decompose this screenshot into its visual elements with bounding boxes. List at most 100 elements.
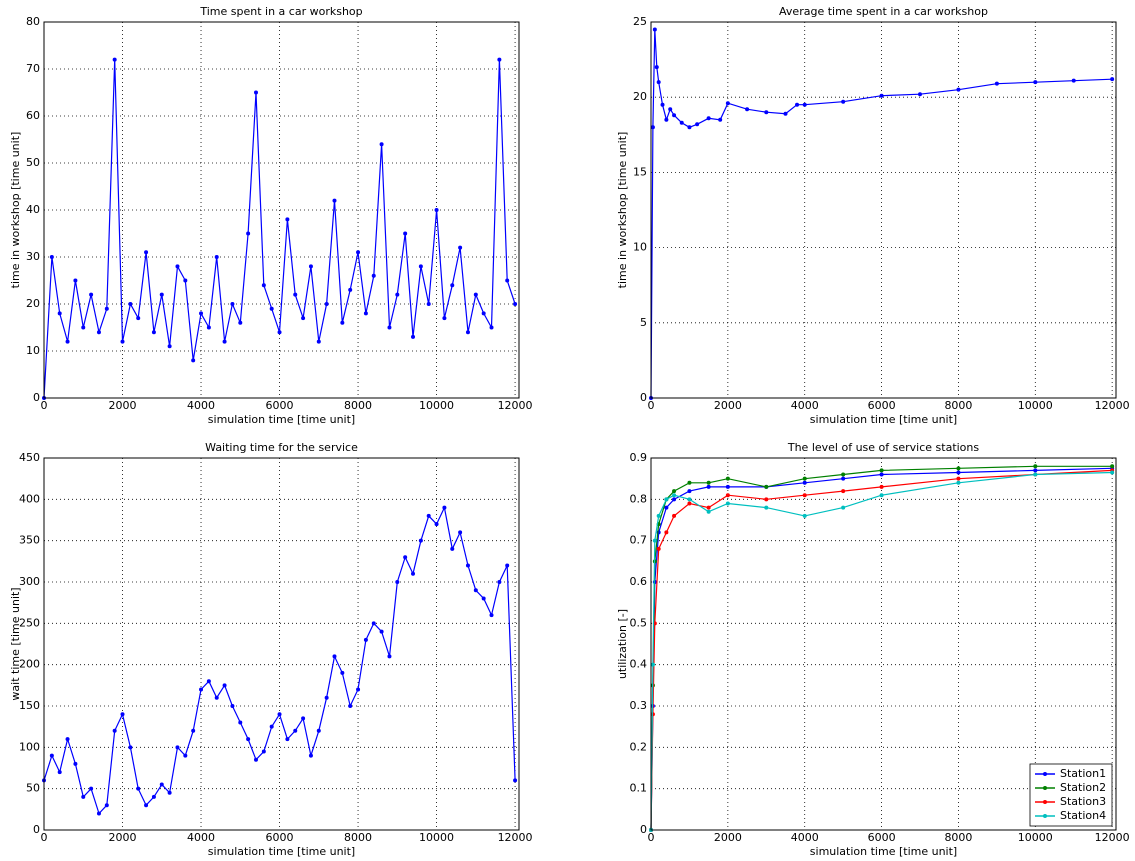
x-tick-label: 8000 <box>344 831 372 844</box>
point <box>505 278 510 283</box>
x-tick-label: 12000 <box>1095 399 1130 412</box>
series-line <box>43 505 516 815</box>
point <box>879 93 884 98</box>
point <box>802 493 807 498</box>
point <box>159 782 164 787</box>
point <box>450 283 455 288</box>
y-tick-label: 30 <box>26 250 40 263</box>
point <box>718 117 723 122</box>
y-tick-label: 200 <box>19 658 40 671</box>
point <box>672 489 677 494</box>
point <box>214 695 219 700</box>
point <box>222 339 227 344</box>
point <box>206 679 211 684</box>
point <box>795 102 800 107</box>
point <box>332 198 337 203</box>
point <box>411 571 416 576</box>
point <box>706 509 711 514</box>
point <box>238 320 243 325</box>
point <box>725 484 730 489</box>
point <box>1110 77 1115 82</box>
x-tick-label: 12000 <box>498 831 533 844</box>
subplot: 0 0.1 0.2 0.3 0.4 0.5 0.6 0.7 0.8 0.9 0 2000 4000 600… <box>616 441 1130 858</box>
point <box>206 325 211 330</box>
x-tick-label: 2000 <box>714 831 742 844</box>
series-line <box>650 469 1113 831</box>
point <box>144 803 149 808</box>
x-tick-label: 2000 <box>714 399 742 412</box>
point <box>246 231 251 236</box>
point <box>1110 464 1115 469</box>
point <box>956 466 961 471</box>
point <box>167 344 172 349</box>
y-tick-label: 0.1 <box>630 782 648 795</box>
point <box>96 330 101 335</box>
point <box>764 497 769 502</box>
point <box>450 546 455 551</box>
point <box>120 712 125 717</box>
point <box>481 311 486 316</box>
point <box>879 484 884 489</box>
point <box>1110 470 1115 475</box>
point <box>918 92 923 97</box>
point <box>426 513 431 518</box>
point <box>199 687 204 692</box>
y-tick-label: 0.7 <box>630 534 648 547</box>
x-tick-label: 12000 <box>498 399 533 412</box>
point <box>403 231 408 236</box>
point <box>120 339 125 344</box>
y-tick-label: 0.2 <box>630 740 648 753</box>
point <box>151 794 156 799</box>
x-tick-label: 12000 <box>1095 831 1130 844</box>
point <box>411 334 416 339</box>
y-tick-label: 150 <box>19 699 40 712</box>
point <box>505 563 510 568</box>
y-tick-label: 10 <box>26 344 40 357</box>
point <box>656 80 661 85</box>
point <box>442 505 447 510</box>
point <box>261 749 266 754</box>
point <box>57 311 62 316</box>
point <box>660 102 665 107</box>
point <box>65 339 70 344</box>
point <box>269 306 274 311</box>
y-tick-label: 20 <box>633 90 647 103</box>
series-line <box>650 29 1113 399</box>
point <box>214 255 219 259</box>
point <box>104 803 109 808</box>
point <box>340 320 345 325</box>
point <box>656 546 661 551</box>
point <box>316 728 321 733</box>
x-tick-label: 10000 <box>419 399 454 412</box>
point <box>706 480 711 485</box>
point <box>725 101 730 106</box>
point <box>136 316 141 321</box>
point <box>246 737 251 742</box>
point <box>879 493 884 498</box>
y-tick-label: 0 <box>640 823 647 836</box>
point <box>418 538 423 543</box>
point <box>1033 464 1038 469</box>
point <box>363 637 368 642</box>
point <box>956 87 961 92</box>
y-tick-label: 0.4 <box>630 658 648 671</box>
point <box>175 745 180 750</box>
legend-marker <box>1043 800 1047 804</box>
legend-label: Station1 <box>1060 767 1106 780</box>
x-tick-label: 0 <box>648 399 655 412</box>
point <box>49 753 54 758</box>
point <box>706 484 711 489</box>
point <box>513 778 518 783</box>
point <box>1033 472 1038 477</box>
chart-title: Time spent in a car workshop <box>199 5 362 18</box>
y-tick-label: 50 <box>26 156 40 169</box>
legend-marker <box>1043 786 1047 790</box>
point <box>725 493 730 498</box>
point <box>802 513 807 518</box>
point <box>89 292 94 297</box>
point <box>725 476 730 481</box>
point <box>81 325 86 330</box>
y-axis-label: utilization [-] <box>616 609 629 679</box>
point <box>879 472 884 477</box>
